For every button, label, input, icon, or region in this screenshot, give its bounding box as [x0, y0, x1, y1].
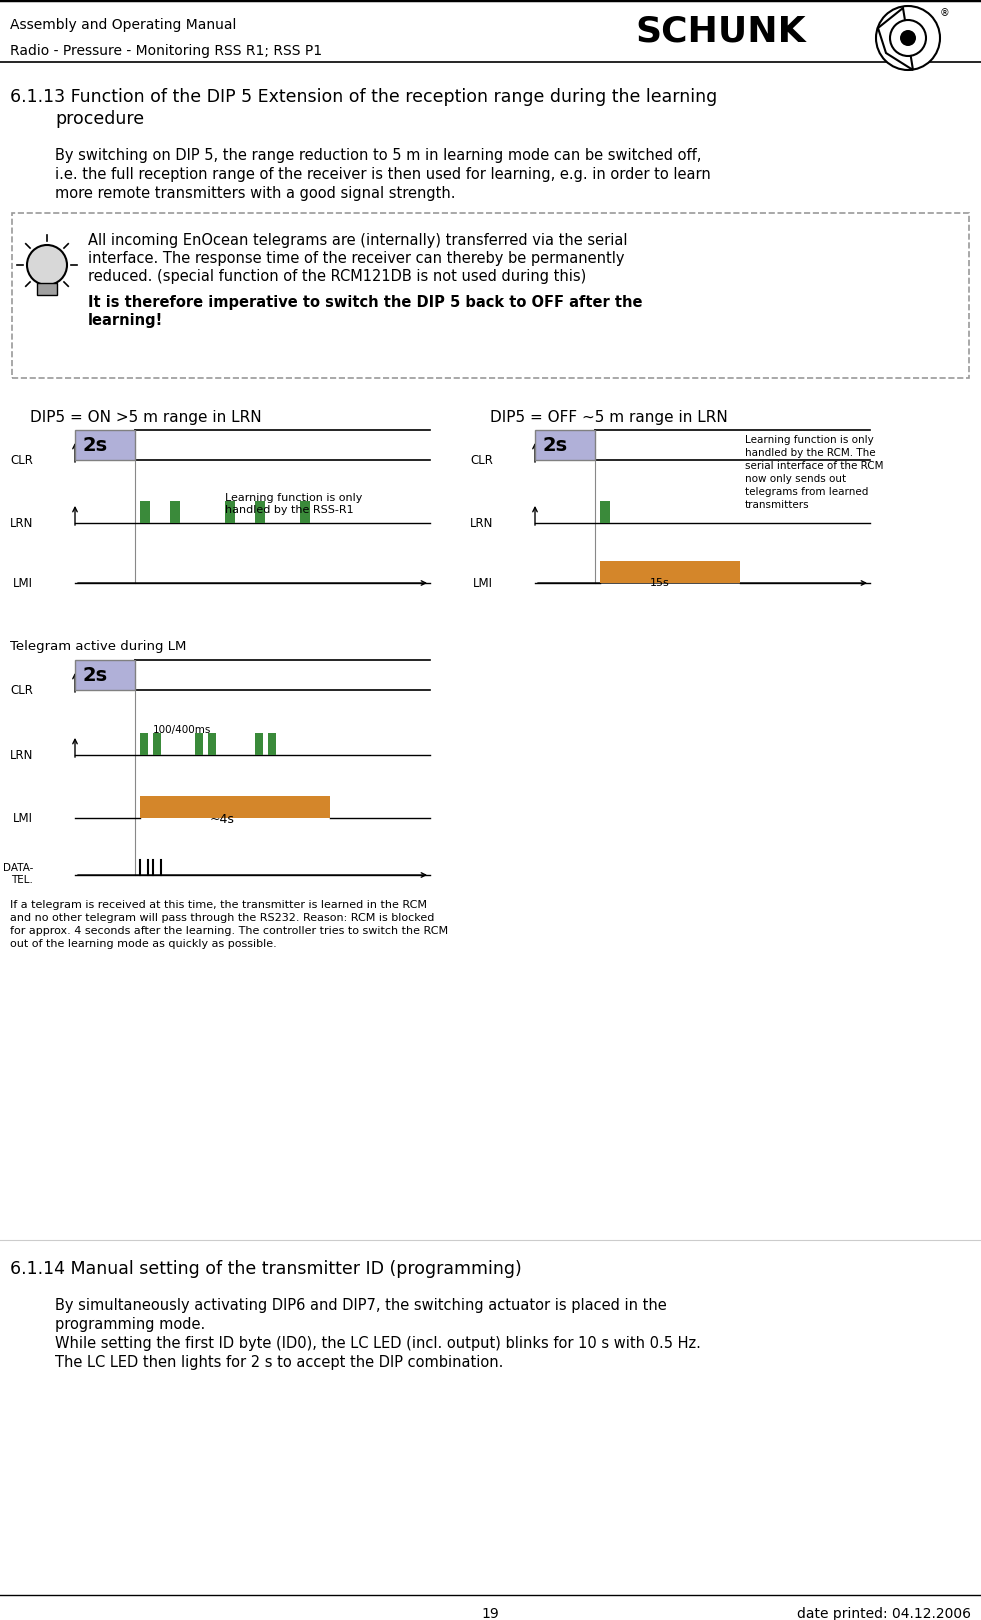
Text: By simultaneously activating DIP6 and DIP7, the switching actuator is placed in : By simultaneously activating DIP6 and DI… [55, 1298, 667, 1312]
Polygon shape [878, 8, 913, 70]
Bar [255, 501, 265, 523]
Text: All incoming EnOcean telegrams are (internally) transferred via the serial: All incoming EnOcean telegrams are (inte… [88, 233, 628, 248]
Text: CLR: CLR [10, 454, 33, 467]
Circle shape [876, 6, 940, 70]
Text: LMI: LMI [473, 577, 493, 590]
Text: reduced. (special function of the RCM121DB is not used during this): reduced. (special function of the RCM121… [88, 269, 587, 284]
Circle shape [27, 245, 67, 285]
Text: LMI: LMI [13, 812, 33, 825]
Text: handled by the RSS-R1: handled by the RSS-R1 [225, 505, 353, 515]
Bar [75, 429, 135, 460]
Text: ®: ® [940, 8, 950, 18]
Bar [195, 732, 203, 755]
Text: LRN: LRN [470, 517, 493, 530]
Text: By switching on DIP 5, the range reduction to 5 m in learning mode can be switch: By switching on DIP 5, the range reducti… [55, 147, 701, 164]
Text: out of the learning mode as quickly as possible.: out of the learning mode as quickly as p… [10, 940, 277, 949]
Text: Learning function is only: Learning function is only [745, 436, 874, 446]
Text: transmitters: transmitters [745, 501, 809, 510]
Text: LRN: LRN [10, 748, 33, 761]
Bar [268, 732, 276, 755]
Text: 19: 19 [481, 1607, 499, 1620]
Text: CLR: CLR [470, 454, 493, 467]
Text: programming mode.: programming mode. [55, 1317, 205, 1332]
Bar [255, 732, 263, 755]
Text: SCHUNK: SCHUNK [635, 15, 805, 49]
Text: now only sends out: now only sends out [745, 475, 847, 484]
Text: While setting the first ID byte (ID0), the LC LED (incl. output) blinks for 10 s: While setting the first ID byte (ID0), t… [55, 1336, 700, 1351]
Text: 6.1.13 Function of the DIP 5 Extension of the reception range during the learnin: 6.1.13 Function of the DIP 5 Extension o… [10, 87, 717, 105]
Circle shape [900, 31, 916, 45]
Text: It is therefore imperative to switch the DIP 5 back to OFF after the: It is therefore imperative to switch the… [88, 295, 643, 309]
Bar [140, 501, 150, 523]
Text: interface. The response time of the receiver can thereby be permanently: interface. The response time of the rece… [88, 251, 625, 266]
Text: learning!: learning! [88, 313, 163, 327]
Text: 100/400ms: 100/400ms [153, 726, 211, 735]
Text: Learning function is only: Learning function is only [225, 492, 362, 502]
Text: DIP5 = ON >5 m range in LRN: DIP5 = ON >5 m range in LRN [30, 410, 262, 424]
Text: 15s: 15s [650, 578, 670, 588]
Circle shape [890, 19, 926, 57]
Text: The LC LED then lights for 2 s to accept the DIP combination.: The LC LED then lights for 2 s to accept… [55, 1354, 503, 1371]
Text: DATA-: DATA- [3, 863, 33, 873]
Bar [208, 732, 216, 755]
Text: LRN: LRN [10, 517, 33, 530]
Text: 2s: 2s [83, 666, 108, 685]
Text: LMI: LMI [13, 577, 33, 590]
Bar [140, 795, 330, 818]
Text: If a telegram is received at this time, the transmitter is learned in the RCM: If a telegram is received at this time, … [10, 901, 427, 910]
Text: DIP5 = OFF ~5 m range in LRN: DIP5 = OFF ~5 m range in LRN [490, 410, 728, 424]
Text: telegrams from learned: telegrams from learned [745, 488, 868, 497]
Text: date printed: 04.12.2006: date printed: 04.12.2006 [797, 1607, 971, 1620]
FancyBboxPatch shape [12, 212, 969, 377]
Text: Telegram active during LM: Telegram active during LM [10, 640, 186, 653]
Bar [75, 659, 135, 690]
Text: and no other telegram will pass through the RS232. Reason: RCM is blocked: and no other telegram will pass through … [10, 914, 435, 923]
Bar [225, 501, 235, 523]
Bar [153, 732, 161, 755]
Text: more remote transmitters with a good signal strength.: more remote transmitters with a good sig… [55, 186, 455, 201]
Text: procedure: procedure [55, 110, 144, 128]
Text: Radio - Pressure - Monitoring RSS R1; RSS P1: Radio - Pressure - Monitoring RSS R1; RS… [10, 44, 322, 58]
Bar [600, 501, 610, 523]
Bar [600, 561, 740, 583]
Bar [300, 501, 310, 523]
Text: Assembly and Operating Manual: Assembly and Operating Manual [10, 18, 236, 32]
Text: i.e. the full reception range of the receiver is then used for learning, e.g. in: i.e. the full reception range of the rec… [55, 167, 711, 181]
Text: serial interface of the RCM: serial interface of the RCM [745, 462, 884, 471]
Text: 6.1.14 Manual setting of the transmitter ID (programming): 6.1.14 Manual setting of the transmitter… [10, 1260, 522, 1278]
Text: CLR: CLR [10, 684, 33, 697]
Text: for approx. 4 seconds after the learning. The controller tries to switch the RCM: for approx. 4 seconds after the learning… [10, 927, 448, 936]
Bar [535, 429, 595, 460]
Text: 2s: 2s [543, 436, 568, 455]
Bar [170, 501, 180, 523]
Bar [140, 732, 148, 755]
Text: ~4s: ~4s [210, 813, 234, 826]
Bar [37, 284, 57, 295]
Text: handled by the RCM. The: handled by the RCM. The [745, 449, 876, 458]
Text: 2s: 2s [83, 436, 108, 455]
Text: TEL.: TEL. [11, 875, 33, 885]
